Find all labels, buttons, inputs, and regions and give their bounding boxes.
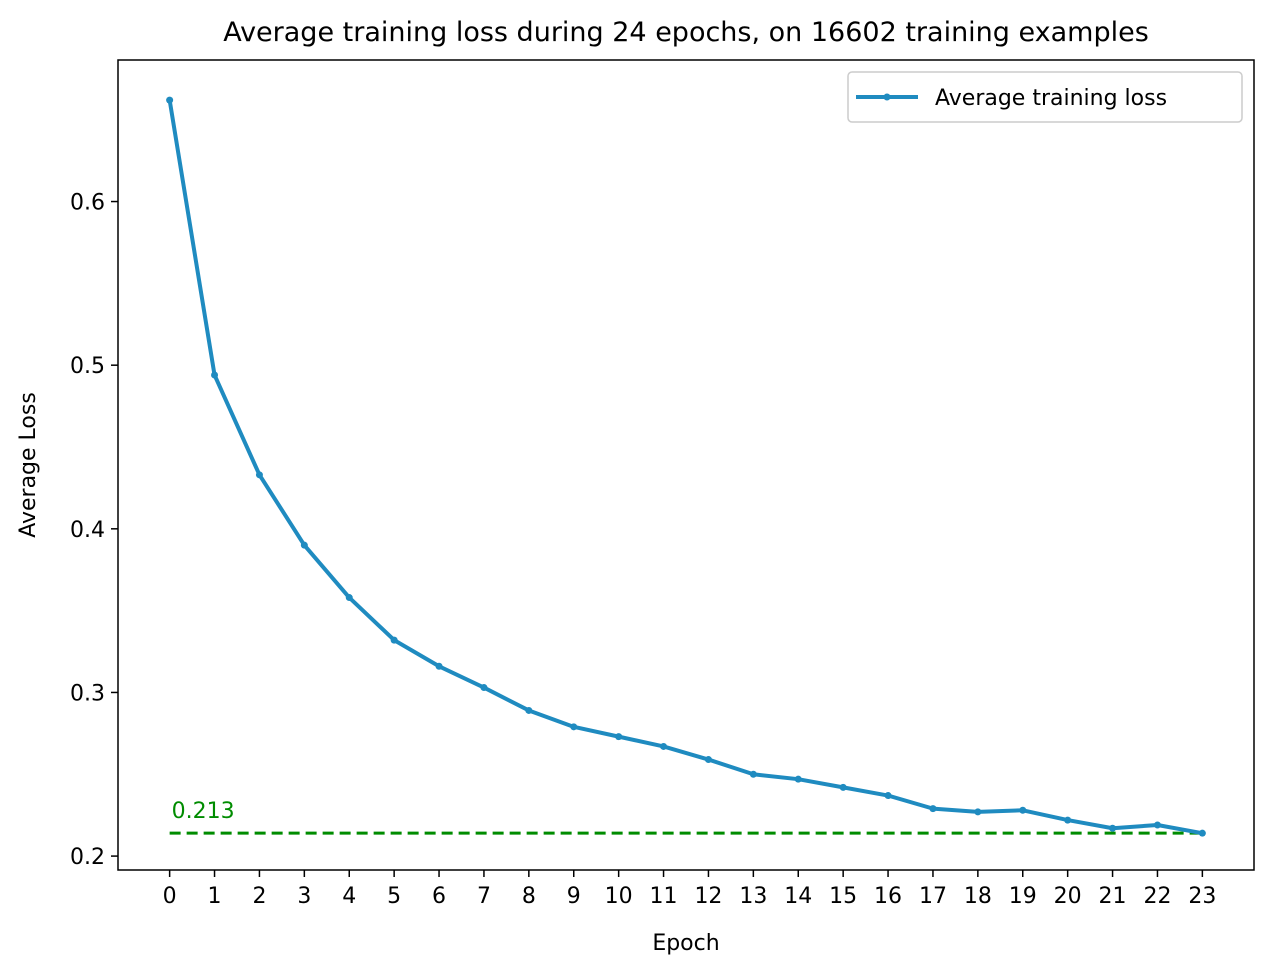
data-point — [660, 742, 668, 750]
x-tick-label: 11 — [650, 884, 678, 909]
data-point — [839, 783, 847, 791]
chart-title: Average training loss during 24 epochs, … — [223, 17, 1149, 48]
data-point — [345, 594, 353, 602]
x-tick-label: 7 — [477, 884, 491, 909]
data-point — [794, 775, 802, 783]
y-tick-label: 0.6 — [70, 191, 105, 216]
legend-marker — [883, 93, 891, 101]
x-tick-label: 14 — [784, 884, 812, 909]
data-point — [390, 636, 398, 644]
x-tick-label: 12 — [694, 884, 722, 909]
data-point — [704, 756, 712, 764]
data-point — [884, 792, 892, 800]
data-point — [211, 371, 219, 379]
y-axis-label: Average Loss — [16, 392, 41, 538]
x-tick-label: 6 — [432, 884, 446, 909]
x-tick-label: 0 — [163, 884, 177, 909]
legend-box — [847, 71, 1243, 123]
legend-label: Average training loss — [935, 86, 1167, 111]
data-point — [974, 808, 982, 816]
x-tick-label: 3 — [297, 884, 311, 909]
data-point — [166, 96, 174, 104]
x-tick-label: 15 — [829, 884, 857, 909]
plot-frame — [117, 59, 1255, 871]
x-tick-label: 9 — [567, 884, 581, 909]
x-tick-label: 5 — [387, 884, 401, 909]
y-tick-label: 0.3 — [70, 681, 105, 706]
x-tick-label: 8 — [522, 884, 536, 909]
y-tick-label: 0.4 — [70, 518, 105, 543]
x-tick-label: 21 — [1099, 884, 1127, 909]
legend: Average training loss — [847, 71, 1243, 123]
x-tick-label: 13 — [739, 884, 767, 909]
x-tick-label: 2 — [252, 884, 266, 909]
x-tick-label: 17 — [919, 884, 947, 909]
data-point — [525, 706, 533, 714]
data-point — [1064, 816, 1072, 824]
x-tick-label: 23 — [1188, 884, 1216, 909]
x-axis: 0 1 2 3 4 5 6 7 8 9 10 11 12 13 14 15 16 17 18 19 20 21 22 23 — [163, 870, 1216, 909]
x-tick-label: 10 — [605, 884, 633, 909]
x-tick-label: 16 — [874, 884, 902, 909]
data-point — [255, 471, 263, 479]
x-tick-label: 1 — [208, 884, 222, 909]
x-tick-label: 18 — [964, 884, 992, 909]
data-point — [570, 723, 578, 731]
data-point — [300, 541, 308, 549]
data-point — [615, 733, 623, 741]
x-tick-label: 20 — [1054, 884, 1082, 909]
y-tick-label: 0.5 — [70, 354, 105, 379]
data-point — [1109, 824, 1117, 832]
y-axis: 0.2 0.3 0.4 0.5 0.6 — [70, 191, 118, 870]
data-point — [1198, 829, 1206, 837]
x-tick-label: 22 — [1143, 884, 1171, 909]
data-point — [480, 684, 488, 692]
reference-line-label: 0.213 — [172, 799, 235, 824]
x-tick-label: 19 — [1009, 884, 1037, 909]
series-line — [167, 99, 1203, 836]
data-point — [749, 770, 757, 778]
data-point — [929, 805, 937, 813]
y-tick-label: 0.2 — [70, 845, 105, 870]
data-point — [1153, 821, 1161, 829]
data-point — [435, 662, 443, 670]
x-tick-label: 4 — [342, 884, 356, 909]
plot-area: 0.213 — [166, 96, 1206, 837]
x-axis-label: Epoch — [652, 931, 719, 956]
data-point — [1019, 806, 1027, 814]
